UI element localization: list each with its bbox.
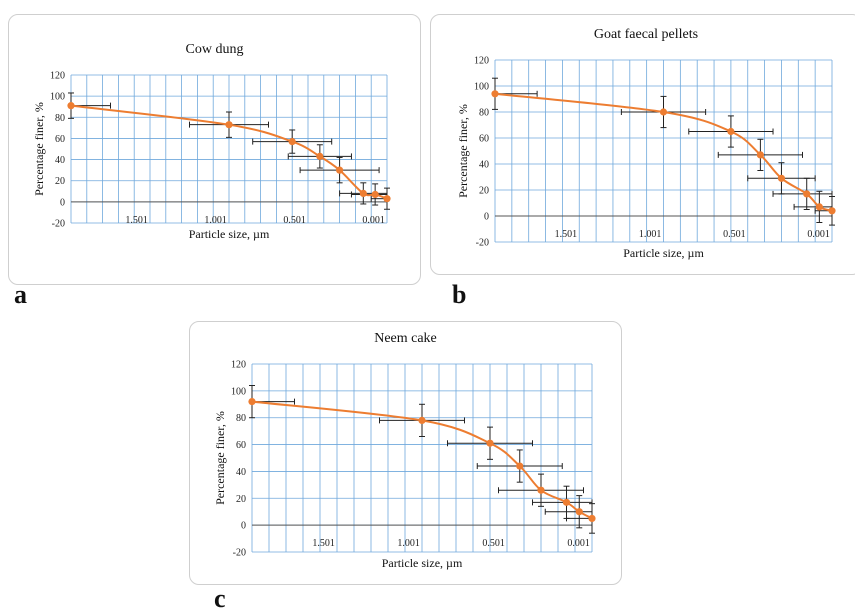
data-point [803,190,811,198]
chart-title: Cow dung [186,42,244,57]
data-point [815,203,823,211]
data-point [418,416,426,424]
y-tick-label: 100 [231,386,246,397]
y-tick-label: 80 [55,113,65,124]
data-point [562,498,571,506]
y-tick-label: 40 [55,155,65,166]
y-tick-label: -20 [476,238,489,249]
y-axis-label: Percentage finer, % [213,411,227,505]
panel-letter-b: b [452,280,467,309]
x-tick-label: 1.501 [555,229,578,240]
data-point [316,152,324,160]
y-axis-label: Percentage finer, % [456,104,470,198]
data-point [575,508,583,516]
data-point [371,190,379,199]
y-tick-label: 20 [479,186,489,197]
chart-goat-faecal-pellets: Goat faecal pellets -20 0 20 40 60 80 100 120 1.5… [456,27,836,260]
data-point [248,398,256,406]
x-tick-label: 1.001 [639,229,662,240]
y-tick-label: -20 [52,219,65,230]
data-point [288,138,296,146]
chart-neem-cake: Neem cake -20 0 20 40 60 80 100 120 1.501 1.001 0.5… [213,331,596,570]
data-point [383,195,391,203]
x-tick-label: 1.001 [397,538,420,549]
chart-title: Goat faecal pellets [594,27,698,42]
panel-letter-c: c [214,584,226,613]
y-tick-label: 60 [55,134,65,145]
data-point [225,121,233,129]
y-tick-label: 60 [236,440,246,451]
data-point [777,174,786,182]
data-point [828,207,836,215]
data-point [727,127,735,136]
data-point [516,462,524,470]
data-point [537,486,545,494]
data-point [756,151,764,159]
y-tick-label: -20 [233,548,246,559]
y-tick-label: 80 [236,413,246,424]
y-tick-label: 40 [479,160,489,171]
y-tick-label: 120 [231,360,246,371]
y-tick-label: 40 [236,467,246,478]
x-tick-label: 0.001 [362,215,385,226]
y-tick-label: 120 [50,71,65,82]
x-tick-label: 1.501 [312,538,335,549]
y-tick-label: 120 [474,56,489,67]
y-tick-label: 0 [241,521,246,532]
chart-panel-goat-faecal-pellets: Goat faecal pellets -20 0 20 40 60 80 100 120 1.5… [430,14,855,275]
x-tick-label: 0.501 [723,229,746,240]
chart-title: Neem cake [374,331,437,346]
y-tick-label: 0 [60,197,65,208]
chart-cow-dung: Cow dung -20 0 20 40 60 80 100 120 1.501 1.001 0.50… [32,42,391,241]
panel-letter-a: a [14,280,27,309]
data-point [491,90,499,98]
chart-panel-cow-dung: Cow dung -20 0 20 40 60 80 100 120 1.501 1.001 0.50… [8,14,421,285]
x-tick-label: 0.001 [567,538,590,549]
y-axis-label: Percentage finer, % [32,102,46,196]
x-tick-label: 0.001 [807,229,830,240]
data-point [588,514,596,523]
x-tick-label: 1.001 [204,215,227,226]
x-axis-label: Particle size, µm [189,227,270,241]
data-point [486,439,494,447]
y-tick-label: 60 [479,134,489,145]
y-tick-label: 100 [474,82,489,93]
y-tick-label: 100 [50,92,65,103]
data-point [359,189,367,197]
data-point [659,108,668,116]
chart-panel-neem-cake: Neem cake -20 0 20 40 60 80 100 120 1.501 1.001 0.5… [189,321,622,585]
y-tick-label: 20 [236,494,246,505]
x-axis-label: Particle size, µm [623,246,704,260]
x-tick-label: 0.501 [283,215,306,226]
y-tick-label: 0 [484,212,489,223]
x-axis-label: Particle size, µm [382,556,463,570]
x-tick-label: 0.501 [482,538,505,549]
data-point [336,166,344,174]
y-tick-label: 20 [55,176,65,187]
data-point [67,102,75,110]
x-tick-label: 1.501 [125,215,148,226]
y-tick-label: 80 [479,108,489,119]
